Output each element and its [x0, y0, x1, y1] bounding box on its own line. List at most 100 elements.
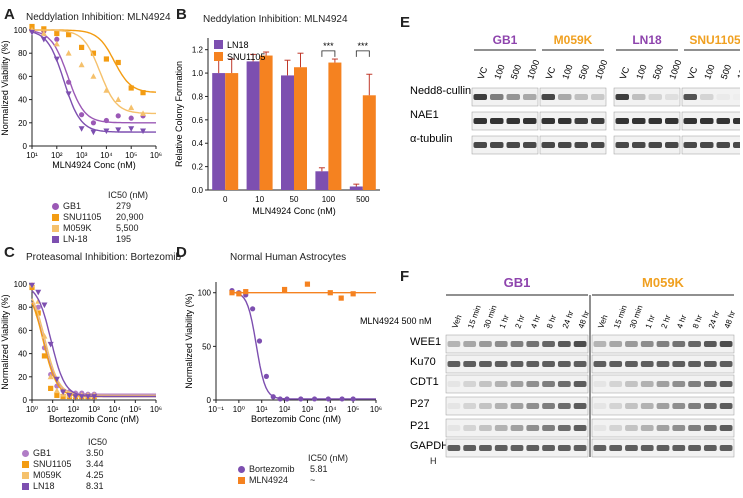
panel-a-title: Neddylation Inhibition: MLN4924 [26, 12, 171, 23]
y-axis-label: Normalized Viability (%) [0, 294, 10, 389]
blot-f-lane-label: 2 hr [659, 313, 672, 329]
legend-swatch-ln18 [214, 40, 223, 49]
blot-e-band [665, 142, 679, 148]
blot-f-band [557, 341, 571, 347]
blot-e-band [700, 118, 714, 124]
y-tick-label: 1.0 [192, 69, 204, 78]
blot-e-band [541, 118, 555, 124]
blot-f-band [703, 361, 717, 367]
x-axis-label: Bortezomib Conc (nM) [49, 414, 139, 424]
blot-f-band [719, 381, 733, 387]
blot-f-band [703, 381, 717, 387]
blot-f-band [688, 381, 701, 387]
data-point-snu1105 [140, 90, 146, 96]
blot-e-group-label: LN18 [632, 33, 662, 47]
chart-d: 0 50 100 10⁻¹ 10⁰ 10¹ 10² 10³ 10⁴ 10⁵ 10⁶ Bortezomi… [184, 281, 382, 424]
data-point-ln-18 [78, 126, 85, 132]
x-tick-label: 500 [356, 195, 370, 204]
bar-ln18-100 [315, 171, 329, 190]
x-tick-label: 50 [290, 195, 299, 204]
y-tick-label: 40 [18, 350, 27, 359]
blot-f-band [593, 381, 607, 387]
blot-e-band [591, 142, 605, 148]
bar-ln18-10 [246, 61, 260, 191]
fit-curve-gb1 [31, 30, 156, 124]
blot-f-row-label: WEE1 [410, 336, 441, 348]
blot-f-lane-label: Veh [596, 314, 609, 330]
ic50-header-c: IC50 [88, 437, 108, 447]
blot-f-band [703, 403, 717, 409]
legend-row-m059k: M059K 5,500 [52, 223, 172, 234]
blot-e-band [523, 118, 537, 124]
data-point-bortezomib [298, 396, 304, 402]
data-point-ln-18 [128, 126, 135, 132]
blot-f-band [656, 425, 670, 431]
blot-e-band [716, 142, 730, 148]
blot-f-treatment-label: MLN4924 500 nM [360, 316, 432, 326]
blot-e-band [615, 118, 629, 124]
legend-swatch-snu1105 [214, 52, 223, 61]
blot-e-band [506, 94, 520, 100]
data-point-snu1105 [54, 392, 60, 398]
legend-ic50: 3.50 [86, 448, 104, 458]
x-tick-label: 100 [322, 195, 336, 204]
panel-label-a: A [4, 6, 15, 23]
y-axis-label: Relative Colony Formation [174, 61, 184, 167]
blot-e-band [632, 94, 646, 100]
data-point-ln-18 [65, 91, 72, 97]
blot-e-band [558, 142, 572, 148]
data-point-gb1 [103, 117, 109, 124]
legend-marker [22, 461, 29, 468]
blot-f-band [688, 425, 701, 431]
legend-name: LN18 [33, 481, 55, 491]
blot-e-band [473, 94, 487, 100]
x-tick-label: 10⁴ [108, 405, 121, 414]
blot-e-group-label: GB1 [493, 33, 518, 47]
blot-e-band [473, 118, 487, 124]
blot-f-band [656, 381, 670, 387]
legend-marker [238, 477, 245, 484]
x-tick-label: 10⁴ [100, 151, 113, 160]
bar-snu1105-0 [225, 73, 239, 190]
blot-f-band [494, 403, 508, 409]
legend-name: LN-18 [63, 234, 88, 244]
blot-f-band [703, 445, 717, 451]
legend-marker [52, 236, 59, 243]
significance-bracket [321, 50, 336, 57]
blot-f-band [510, 341, 524, 347]
y-axis-label: Normalized Viability (%) [184, 293, 194, 388]
legend-ic50: 5.81 [310, 464, 328, 474]
blot-f-lane-label: 1 hr [498, 313, 511, 329]
data-point-mln4924 [338, 295, 344, 301]
blot-f-band [526, 445, 540, 451]
data-point-gb1 [54, 36, 60, 42]
fit-curve-m059k [32, 29, 156, 115]
blot-f-band [656, 361, 670, 367]
y-tick-label: 0 [23, 396, 28, 405]
y-axis-label: Normalized Viability (%) [0, 40, 10, 135]
blot-f-band [526, 341, 540, 347]
blot-f-band [640, 381, 654, 387]
blot-f-row-label: P21 [410, 420, 430, 432]
blot-f-band [640, 425, 654, 431]
blot-e-strip [471, 87, 539, 107]
blot-e-band [700, 94, 714, 100]
footnote-f: H [430, 456, 437, 466]
significance-label: *** [358, 41, 369, 51]
blot-e-lane-label: 500 [577, 63, 592, 81]
data-point-bortezomib [350, 396, 356, 402]
y-tick-label: 100 [198, 289, 212, 298]
blot-f-band [609, 425, 623, 431]
blot-e-band [558, 94, 572, 100]
blot-f-band [479, 445, 492, 451]
data-point-m059k [53, 387, 60, 394]
blot-f-band [463, 445, 477, 451]
blot-f-band [447, 341, 461, 347]
blot-e-band [733, 118, 740, 124]
data-point-gb1 [128, 115, 134, 121]
data-point-gb1 [90, 120, 97, 126]
blot-f-band [625, 403, 638, 409]
data-point-mln4924 [304, 281, 311, 287]
blot-f-band [494, 445, 508, 451]
data-point-ln-18 [103, 128, 110, 135]
